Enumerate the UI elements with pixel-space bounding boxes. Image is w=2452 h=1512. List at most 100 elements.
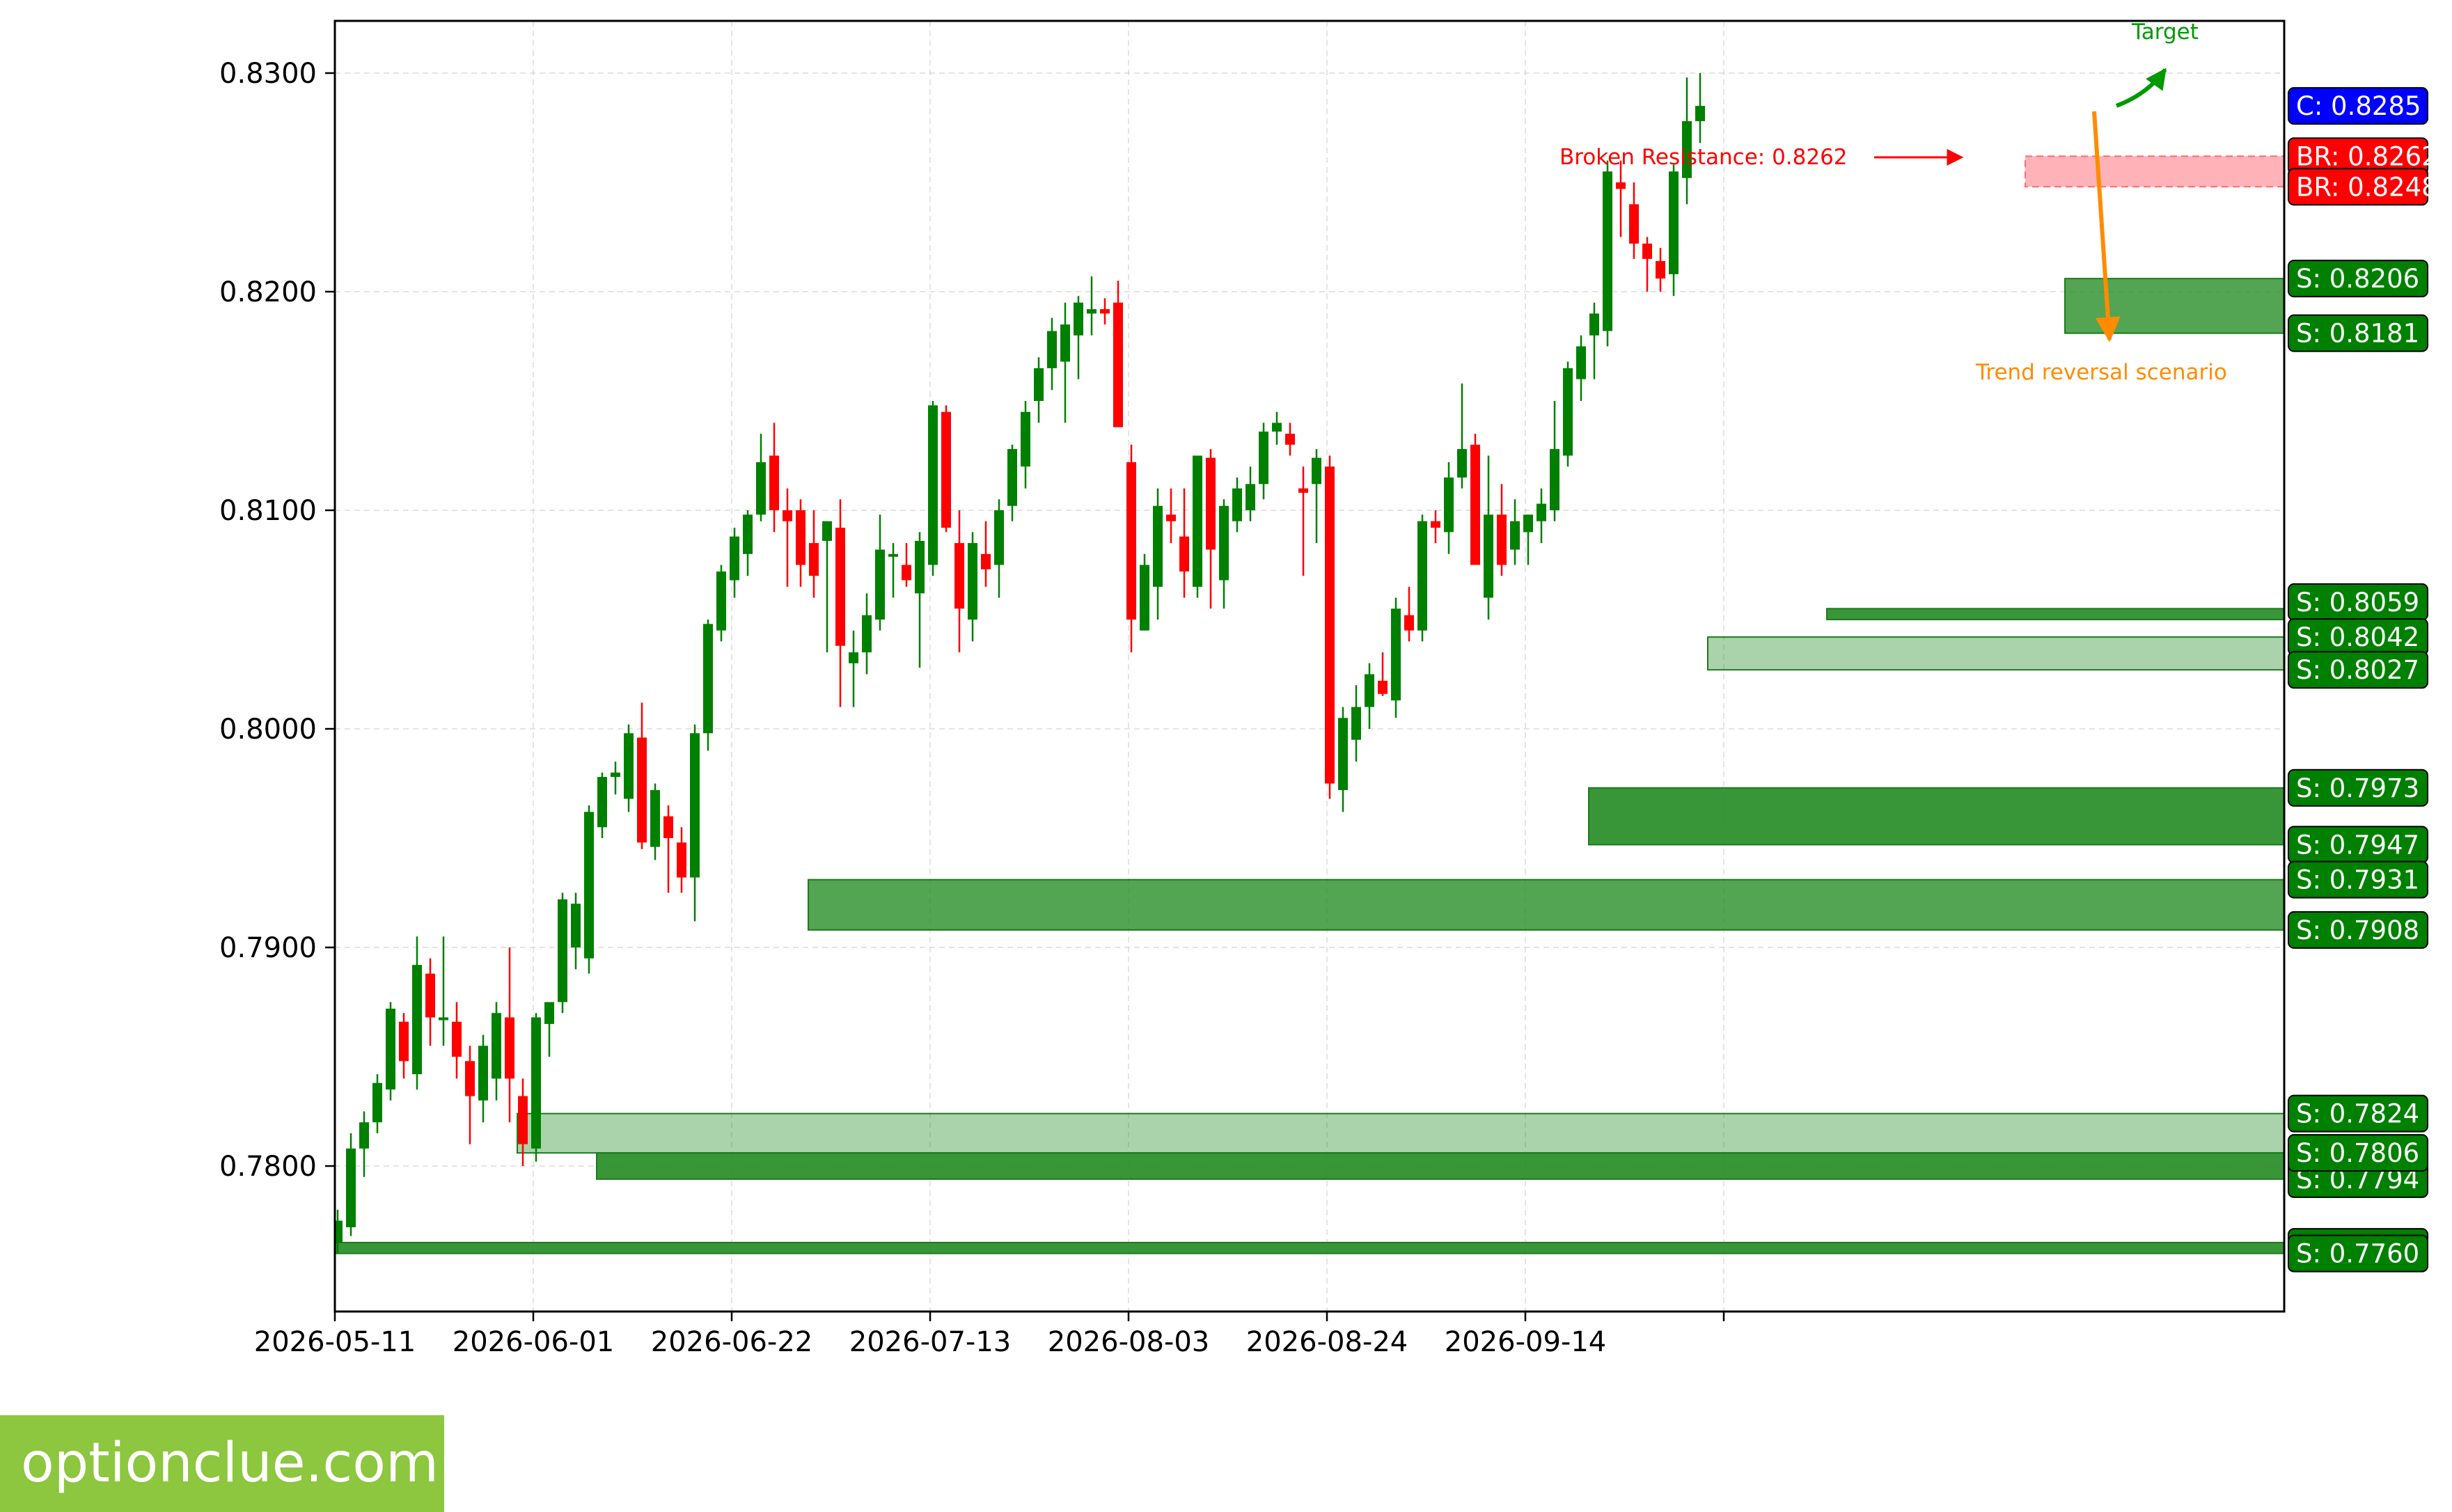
price-label-support: S: 0.8206 xyxy=(2288,260,2428,298)
candle xyxy=(1417,514,1427,642)
candle-body xyxy=(809,543,819,576)
x-tick-label: 2026-06-22 xyxy=(651,1326,812,1358)
price-label-box xyxy=(2288,168,2428,206)
support-zone xyxy=(1707,636,2284,671)
candle xyxy=(425,958,435,1046)
candle-body xyxy=(1510,521,1520,550)
candle-body xyxy=(849,652,858,663)
support-zone xyxy=(808,879,2284,931)
candle xyxy=(335,1209,343,1254)
trend-reversal-arrow xyxy=(2092,111,2121,342)
candle-body xyxy=(1021,411,1030,467)
x-tick-label: 2026-07-13 xyxy=(849,1326,1011,1358)
candle-body xyxy=(624,733,634,799)
candle xyxy=(531,1013,541,1162)
candle xyxy=(1550,401,1559,521)
candle xyxy=(1140,553,1149,631)
candle-body xyxy=(597,777,607,828)
candle-body xyxy=(1391,608,1401,701)
candle-body xyxy=(346,1148,356,1227)
support-zone xyxy=(517,1112,2284,1154)
candle-body xyxy=(875,549,885,620)
y-tick-label: 0.7800 xyxy=(219,1151,317,1183)
candle-body xyxy=(1087,309,1097,314)
price-label-text: S: 0.7760 xyxy=(2296,1239,2419,1269)
candle-body xyxy=(663,816,673,838)
candle xyxy=(1021,401,1030,489)
candle xyxy=(1153,488,1163,620)
candle xyxy=(1338,707,1348,812)
price-label-support: S: 0.8027 xyxy=(2288,651,2428,689)
candle xyxy=(1298,466,1308,576)
candle xyxy=(1656,248,1665,292)
y-tick-label: 0.8000 xyxy=(219,714,317,746)
candle-body xyxy=(968,543,977,620)
price-label-text: S: 0.8027 xyxy=(2296,655,2419,685)
candle xyxy=(1589,302,1599,379)
price-label-support: S: 0.7973 xyxy=(2288,769,2428,807)
price-label-support: S: 0.7760 xyxy=(2288,1234,2428,1273)
candle xyxy=(730,528,739,598)
candle xyxy=(875,514,885,631)
candle xyxy=(1682,77,1692,205)
candle xyxy=(1126,444,1136,653)
candle-body xyxy=(1378,680,1388,694)
candle xyxy=(1060,302,1070,423)
price-label-text: BR: 0.8248 xyxy=(2296,172,2438,202)
candle-body xyxy=(650,789,660,847)
candle-body xyxy=(1550,449,1559,510)
support-zone xyxy=(1588,787,2284,846)
candle xyxy=(1325,455,1335,799)
candle-body xyxy=(1444,477,1454,533)
candle-body xyxy=(981,553,991,569)
candle-body xyxy=(1563,368,1573,456)
price-label-support: S: 0.7931 xyxy=(2288,860,2428,899)
candle-body xyxy=(1272,423,1282,432)
candle-body xyxy=(1259,431,1268,485)
candle xyxy=(902,543,911,587)
candle-body xyxy=(796,510,805,565)
candle-body xyxy=(386,1008,395,1090)
candle xyxy=(1074,296,1083,379)
candle xyxy=(968,532,977,642)
candle xyxy=(915,532,925,668)
candle-body xyxy=(492,1013,501,1079)
candle-body xyxy=(1576,346,1586,379)
candle xyxy=(663,805,673,893)
candle xyxy=(1629,182,1639,259)
candle-body xyxy=(1007,449,1017,506)
candle xyxy=(452,1002,462,1079)
target-arrow xyxy=(2115,68,2167,108)
candle xyxy=(743,510,753,576)
price-label-box xyxy=(2288,314,2428,352)
candle xyxy=(1232,477,1242,533)
candle-body xyxy=(1417,521,1427,631)
candle xyxy=(862,593,872,675)
candle-body xyxy=(518,1096,528,1144)
candle xyxy=(809,510,819,598)
candle-body xyxy=(1193,455,1202,587)
price-label-close: C: 0.8285 xyxy=(2288,87,2428,125)
candle xyxy=(928,401,938,576)
candle-body xyxy=(1047,331,1057,368)
candle-body xyxy=(941,411,951,528)
candle-body xyxy=(1312,457,1321,485)
candle xyxy=(1259,423,1268,500)
candle xyxy=(690,724,700,922)
candle-body xyxy=(571,904,581,947)
watermark-logo: optionclue.com xyxy=(0,1415,444,1512)
candle xyxy=(611,762,620,795)
candle xyxy=(1603,160,1612,347)
candle-body xyxy=(1338,718,1348,790)
x-tick-label: 2026-08-03 xyxy=(1048,1326,1209,1358)
candle-body xyxy=(478,1046,488,1101)
price-label-text: S: 0.7824 xyxy=(2296,1099,2419,1129)
price-label-box xyxy=(2288,1094,2428,1133)
price-label-box xyxy=(2288,260,2428,298)
candle-body xyxy=(1074,302,1083,336)
candle-body xyxy=(439,1017,448,1021)
candle xyxy=(1219,499,1229,609)
candle xyxy=(1272,411,1282,445)
candle-body xyxy=(1682,121,1692,178)
